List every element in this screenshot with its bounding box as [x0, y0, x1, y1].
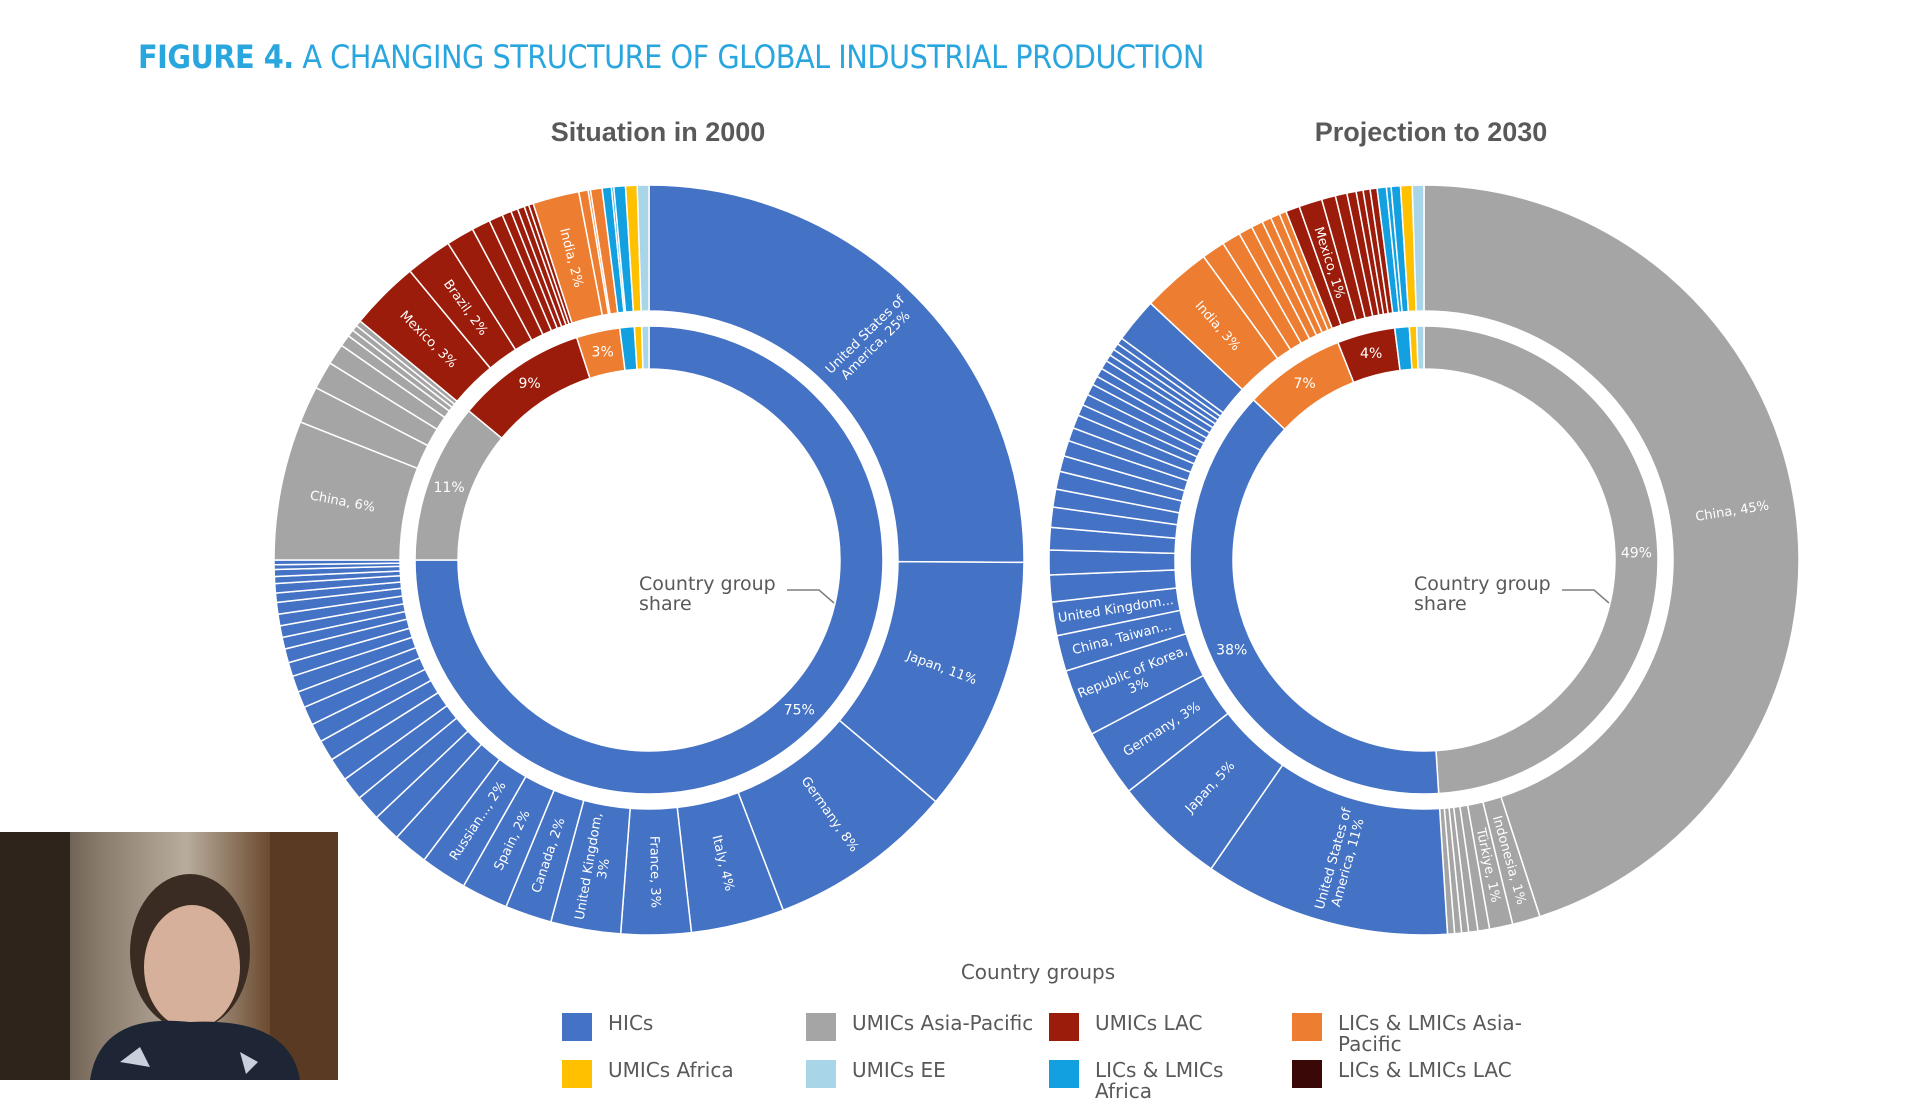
legend-swatch — [806, 1013, 836, 1041]
outer-ring-segment — [648, 184, 1025, 564]
chart-2000: 75%United States ofAmerica, 25%Japan, 11… — [273, 184, 1025, 936]
legend-label: UMICs Africa — [608, 1058, 734, 1082]
inner-ring-label: 11% — [434, 480, 465, 496]
center-label-leader-line — [787, 589, 835, 604]
legend-item: UMICs Africa — [562, 1060, 798, 1088]
outer-ring-label: France, 3% — [647, 836, 663, 908]
inner-ring-segment — [414, 325, 884, 795]
center-label: Country group share — [1414, 573, 1551, 615]
legend-swatch — [806, 1060, 836, 1088]
legend-label: LICs & LMICs LAC — [1338, 1058, 1512, 1082]
legend-label: UMICs EE — [852, 1058, 946, 1082]
legend-swatch — [562, 1060, 592, 1088]
figure-title: FIGURE 4. A CHANGING STRUCTURE OF GLOBAL… — [138, 38, 1204, 76]
inner-ring-label: 4% — [1360, 346, 1382, 362]
legend-item: HICs — [562, 1013, 798, 1041]
legend-label: UMICs LAC — [1095, 1011, 1203, 1035]
legend-item: LICs & LMICs Africa — [1049, 1060, 1285, 1102]
chart-2030: 49%China, 45%Indonesia, 1%Türkiye, 1%38%… — [1048, 184, 1800, 936]
legend-swatch — [1292, 1060, 1322, 1088]
inner-ring-label: 49% — [1621, 545, 1652, 561]
chart-title-2030: Projection to 2030 — [1315, 117, 1548, 147]
legend-swatch — [1049, 1060, 1079, 1088]
legend-item: UMICs Asia-Pacific — [806, 1013, 1042, 1041]
legend-label: UMICs Asia-Pacific — [852, 1011, 1034, 1035]
legend-item: LICs & LMICs LAC — [1292, 1060, 1528, 1088]
inner-ring-label: 38% — [1216, 642, 1247, 658]
inner-ring-label: 75% — [784, 702, 815, 718]
legend-label: HICs — [608, 1011, 654, 1035]
outer-ring-segment — [1411, 184, 1425, 312]
inner-ring-label: 9% — [518, 376, 540, 392]
center-label: Country group share — [639, 573, 776, 615]
outer-ring-segment — [636, 184, 650, 312]
sunburst-charts: Situation in 2000 Projection to 2030 75%… — [273, 117, 1800, 936]
outer-ring-segment — [1423, 184, 1800, 918]
legend-item: LICs & LMICs Asia-Pacific — [1292, 1013, 1528, 1055]
chart-title-2000: Situation in 2000 — [551, 117, 766, 147]
figure-title-text: A CHANGING STRUCTURE OF GLOBAL INDUSTRIA… — [302, 38, 1204, 76]
center-label-leader-line — [1562, 589, 1610, 604]
inner-ring-segment — [1415, 325, 1425, 370]
inner-ring-segment — [640, 325, 650, 370]
legend-item: UMICs EE — [806, 1060, 1042, 1088]
webcam-overlay — [0, 832, 338, 1080]
inner-ring-label: 3% — [592, 345, 614, 361]
figure-number: FIGURE 4. — [138, 38, 294, 76]
legend-swatch — [1292, 1013, 1322, 1041]
inner-ring-segment — [1423, 325, 1659, 795]
legend-label: LICs & LMICs Asia-Pacific — [1338, 1011, 1522, 1056]
inner-ring-label: 7% — [1293, 376, 1315, 392]
legend-label: LICs & LMICs Africa — [1095, 1058, 1224, 1103]
legend-swatch — [1049, 1013, 1079, 1041]
legend-swatch — [562, 1013, 592, 1041]
presenter-video-image — [0, 832, 338, 1080]
legend-title: Country groups — [960, 960, 1116, 984]
legend-item: UMICs LAC — [1049, 1013, 1285, 1041]
outer-ring-segment — [1048, 549, 1176, 576]
